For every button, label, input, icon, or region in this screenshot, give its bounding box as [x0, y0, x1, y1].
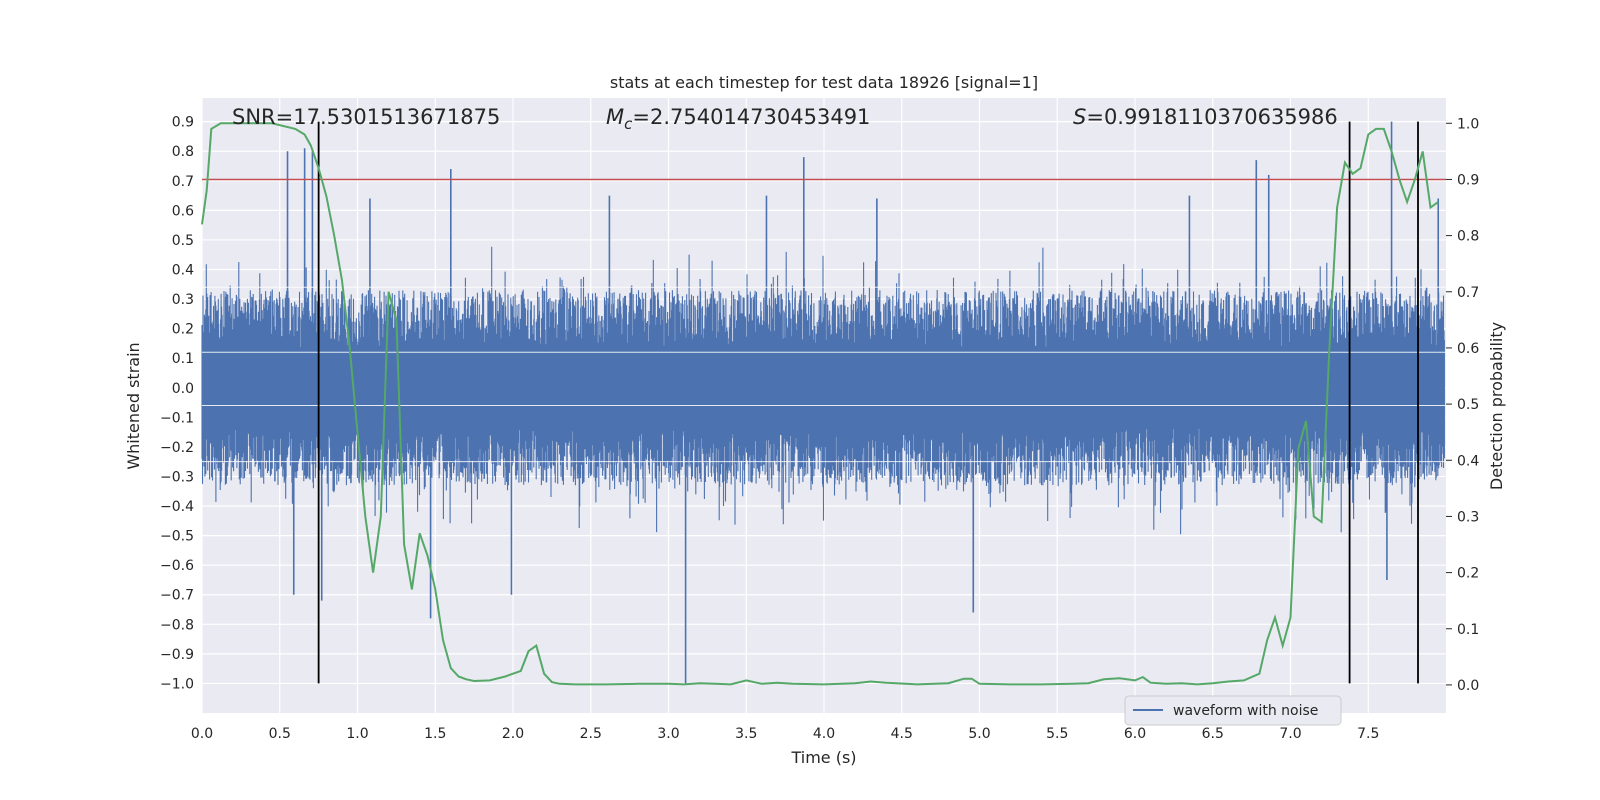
vertical-lines [317, 121, 1419, 684]
y2-tick-label: 0.6 [1457, 341, 1479, 357]
x-tick-label: 3.0 [657, 726, 679, 742]
y-ticks: −1.0 −0.9 −0.8 −0.7 −0.6 −0.5 −0.4 −0.3 −0.2 −0.1… [160, 115, 194, 693]
y-tick-label: 0.2 [172, 322, 194, 338]
x-tick-label: 5.5 [1046, 726, 1068, 742]
x-tick-label: 4.0 [813, 726, 835, 742]
y-tick-label: −0.9 [160, 647, 194, 663]
legend: waveform with noise [1124, 695, 1342, 726]
y-tick-label: −0.5 [160, 529, 194, 545]
y-tick-label: −0.3 [160, 469, 194, 485]
snr-annotation: SNR=17.5301513671875 [232, 105, 500, 129]
x-tick-label: 1.5 [424, 726, 446, 742]
x-tick-label: 2.5 [580, 726, 602, 742]
y-axis-label: Whitened strain [124, 342, 143, 469]
x-ticks: 0.0 0.5 1.0 1.5 2.0 2.5 3.0 3.5 4.0 4.5 5.0 5.5 6.0 6… [191, 726, 1380, 742]
y2-tick-label: 0.1 [1457, 622, 1479, 638]
y-tick-label: −0.6 [160, 558, 194, 574]
x-tick-label: 7.0 [1279, 726, 1301, 742]
y-tick-label: 0.0 [172, 381, 194, 397]
x-tick-label: 4.5 [891, 726, 913, 742]
y2-tick-label: 0.3 [1457, 509, 1479, 525]
y2-tick-label: 0.7 [1457, 285, 1479, 301]
y-tick-label: 0.4 [172, 262, 194, 278]
chart-title: stats at each timestep for test data 189… [610, 73, 1038, 92]
y2-tick-label: 0.8 [1457, 229, 1479, 245]
x-tick-label: 2.0 [502, 726, 524, 742]
y-tick-label: 0.6 [172, 203, 194, 219]
chirp-mass-annotation: Mc=2.754014730453491 [606, 105, 870, 133]
x-tick-label: 0.5 [269, 726, 291, 742]
y2-tick-label: 0.5 [1457, 397, 1479, 413]
y-tick-label: −0.4 [160, 499, 194, 515]
y-tick-label: −0.2 [160, 440, 194, 456]
y2-tick-label: 0.9 [1457, 172, 1479, 188]
legend-box [1124, 695, 1342, 726]
y-tick-label: 0.3 [172, 292, 194, 308]
detection-probability-line [201, 122, 1439, 686]
y2-tick-label: 0.0 [1457, 678, 1479, 694]
x-tick-label: 5.0 [968, 726, 990, 742]
s-annotation: S=0.9918110370635986 [1073, 105, 1338, 129]
y-tick-label: −0.7 [160, 588, 194, 604]
y-tick-label: −0.8 [160, 617, 194, 633]
y2-axis-label: Detection probability [1487, 322, 1506, 490]
y-tick-label: 0.7 [172, 174, 194, 190]
x-tick-label: 6.5 [1202, 726, 1224, 742]
y-tick-label: 0.5 [172, 233, 194, 249]
x-tick-label: 6.0 [1124, 726, 1146, 742]
legend-label: waveform with noise [1173, 703, 1318, 719]
waveform-series [201, 121, 1446, 684]
y-tick-label: −0.1 [160, 410, 194, 426]
y2-ticks: 0.0 0.1 0.2 0.3 0.4 0.5 0.6 0.7 0.8 0.9 1.0 [1446, 116, 1479, 694]
y2-tick-label: 1.0 [1457, 116, 1479, 132]
y-tick-label: 0.9 [172, 115, 194, 131]
y-tick-label: 0.8 [172, 144, 194, 160]
x-tick-label: 7.5 [1357, 726, 1379, 742]
y2-tick-label: 0.4 [1457, 453, 1479, 469]
x-tick-label: 0.0 [191, 726, 213, 742]
y-tick-label: −1.0 [160, 676, 194, 692]
x-axis-label: Time (s) [790, 748, 856, 767]
y-tick-label: 0.1 [172, 351, 194, 367]
x-tick-label: 1.0 [346, 726, 368, 742]
x-tick-label: 3.5 [735, 726, 757, 742]
y2-tick-label: 0.2 [1457, 566, 1479, 582]
